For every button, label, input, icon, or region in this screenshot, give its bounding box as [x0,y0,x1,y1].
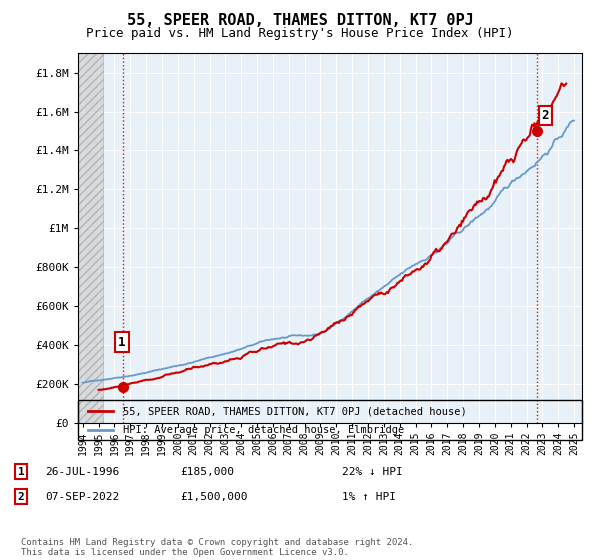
Text: £1,500,000: £1,500,000 [180,492,248,502]
Text: 2: 2 [17,492,25,502]
Text: 2: 2 [542,109,549,122]
Text: HPI: Average price, detached house, Elmbridge: HPI: Average price, detached house, Elmb… [124,425,404,435]
Text: 1: 1 [118,335,125,348]
Text: 1: 1 [17,466,25,477]
Text: Price paid vs. HM Land Registry's House Price Index (HPI): Price paid vs. HM Land Registry's House … [86,27,514,40]
Text: Contains HM Land Registry data © Crown copyright and database right 2024.
This d: Contains HM Land Registry data © Crown c… [21,538,413,557]
Bar [70,53,103,423]
Text: 22% ↓ HPI: 22% ↓ HPI [342,466,403,477]
Text: 07-SEP-2022: 07-SEP-2022 [45,492,119,502]
Text: £185,000: £185,000 [180,466,234,477]
Text: 1% ↑ HPI: 1% ↑ HPI [342,492,396,502]
Text: 55, SPEER ROAD, THAMES DITTON, KT7 0PJ: 55, SPEER ROAD, THAMES DITTON, KT7 0PJ [127,13,473,28]
Text: 55, SPEER ROAD, THAMES DITTON, KT7 0PJ (detached house): 55, SPEER ROAD, THAMES DITTON, KT7 0PJ (… [124,407,467,417]
Text: 26-JUL-1996: 26-JUL-1996 [45,466,119,477]
